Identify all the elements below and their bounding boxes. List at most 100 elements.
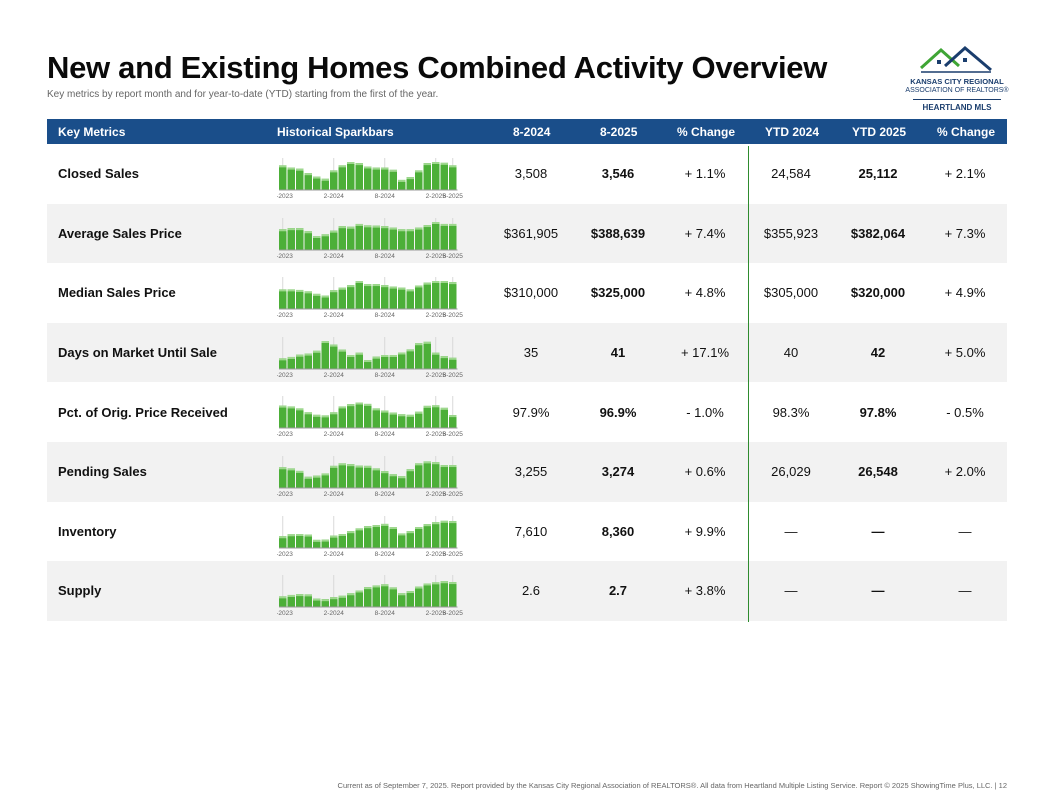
sparkbar-bar — [304, 230, 312, 250]
sparkbar-bar-cap — [364, 166, 372, 169]
metric-label: Pending Sales — [58, 464, 147, 480]
sparkbar-bar — [415, 526, 423, 548]
sparkbar-bar — [398, 476, 406, 488]
sparkbar-bar-cap — [415, 463, 423, 466]
sparkbar-bar-cap — [415, 412, 423, 415]
sparkbar-bar — [389, 286, 397, 310]
value-8-2025: 3,274 — [601, 464, 635, 480]
sparkbar-bar — [347, 404, 355, 429]
sparkbar-bar-cap — [313, 415, 321, 418]
sparkbar-bar — [364, 465, 372, 488]
sparkbar-tick-label: 2-2024 — [324, 372, 345, 379]
ytd-divider — [748, 146, 749, 622]
sparkbar-bar — [440, 162, 448, 190]
sparkbar-bar-cap — [330, 170, 338, 173]
value-ytd-2024: 26,029 — [771, 464, 811, 480]
sparkbar-bar-cap — [338, 287, 346, 290]
sparkbar-bar-cap — [398, 476, 406, 479]
sparkbar-bar — [313, 235, 321, 250]
sparkbar-bar-cap — [372, 284, 380, 287]
sparkbar-bar — [321, 473, 329, 488]
sparkbar-bar-cap — [364, 359, 372, 362]
sparkbar-bar — [338, 165, 346, 190]
sparkbar-bar — [279, 289, 287, 310]
sparkbar-bar-cap — [372, 356, 380, 359]
sparkbar-tick-label: 2-2025 — [426, 491, 447, 498]
value-ytd-2024: 24,584 — [771, 166, 811, 182]
sparkbar-bar-cap — [440, 581, 448, 584]
sparkbar-bar — [296, 470, 304, 488]
sparkbar-bar-cap — [381, 523, 389, 526]
sparkbar-tick-label: 8-2024 — [375, 551, 396, 558]
value-8-2024: 3,255 — [514, 464, 548, 480]
sparkbar-bar-cap — [321, 340, 329, 343]
sparkbar-bar — [330, 535, 338, 548]
sparkbar-bar — [415, 343, 423, 369]
sparkbar-bar-cap — [321, 178, 329, 181]
sparkbar-bar — [321, 178, 329, 190]
sparkbar-bar — [449, 282, 457, 310]
sparkbar-bar — [364, 359, 372, 369]
sparkbar-bar — [338, 287, 346, 310]
value-8-2025: $388,639 — [590, 225, 646, 241]
sparkbar-bar-cap — [432, 582, 440, 585]
sparkbar-tick-label: 2-2025 — [426, 372, 447, 379]
value-ytd-2025: — — [871, 583, 885, 599]
sparkbar-bar-cap — [440, 465, 448, 468]
value-8-2024: 3,508 — [514, 166, 548, 182]
sparkbar-bar-cap — [440, 162, 448, 165]
sparkbar-tick-label: 8-2025 — [443, 431, 464, 438]
sparkbar-bar — [432, 521, 440, 548]
sparkbar-bar — [440, 581, 448, 608]
sparkbar-bar-cap — [355, 402, 363, 405]
sparkbar-bar — [432, 281, 440, 310]
sparkbar-bar — [355, 223, 363, 250]
sparkbar-bar — [423, 224, 431, 250]
sparkbar-bar-cap — [347, 464, 355, 467]
sparkbar-bar — [389, 587, 397, 608]
sparkbar-bar-cap — [372, 408, 380, 411]
sparkbar-bar-cap — [440, 281, 448, 284]
table-row: Supply 2.6 2.7 + 3.8% — — — 8-2023 2-2024 8-2024 2… — [47, 561, 1007, 621]
sparkbar-bar — [355, 163, 363, 190]
sparkbar-bar — [449, 223, 457, 250]
sparkbar-bar — [406, 530, 414, 548]
sparkbar-bar — [313, 598, 321, 608]
sparkbar-bar — [338, 225, 346, 250]
sparkbar-bar — [440, 355, 448, 369]
sparkbar-bar — [415, 463, 423, 488]
sparkbar-bar — [423, 406, 431, 429]
sparkbar-bar — [338, 533, 346, 548]
value-ytd-2025: $382,064 — [850, 225, 906, 241]
sparkbar-bar — [389, 169, 397, 190]
sparkbar-bar-cap — [449, 282, 457, 285]
sparkbar-bar — [287, 167, 295, 190]
value-pct-change: + 3.8% — [684, 583, 726, 599]
sparkbar-bar — [313, 475, 321, 488]
sparkbar-bar — [338, 406, 346, 429]
sparkbar-bar — [304, 594, 312, 608]
sparkbar-bar-cap — [287, 227, 295, 230]
table-row: Inventory 7,610 8,360 + 9.9% — — — 8-2023 2-2024… — [47, 502, 1007, 562]
sparkbar-bar-cap — [432, 521, 440, 524]
sparkbar-bar-cap — [406, 228, 414, 231]
sparkbar-bar — [330, 170, 338, 190]
sparkbar-bar — [372, 284, 380, 310]
sparkbar-bar-cap — [423, 224, 431, 227]
sparkbar-bar — [296, 594, 304, 608]
sparkbar-bar — [296, 290, 304, 310]
sparkbar-bar — [279, 405, 287, 429]
sparkbar-bar-cap — [415, 526, 423, 529]
value-ytd-2024: 98.3% — [772, 404, 810, 420]
sparkbar-bar — [321, 415, 329, 429]
sparkbar-bar — [347, 285, 355, 310]
sparkbar-bar-cap — [330, 597, 338, 600]
sparkbar-bar-cap — [304, 353, 312, 356]
sparkbar-bar-cap — [313, 539, 321, 542]
col-key-metrics: Key Metrics — [58, 125, 126, 139]
sparkbar-bar-cap — [313, 176, 321, 179]
sparkbar-bar-cap — [338, 533, 346, 536]
sparkbar-bar — [415, 170, 423, 190]
sparkbar-bar-cap — [304, 230, 312, 233]
